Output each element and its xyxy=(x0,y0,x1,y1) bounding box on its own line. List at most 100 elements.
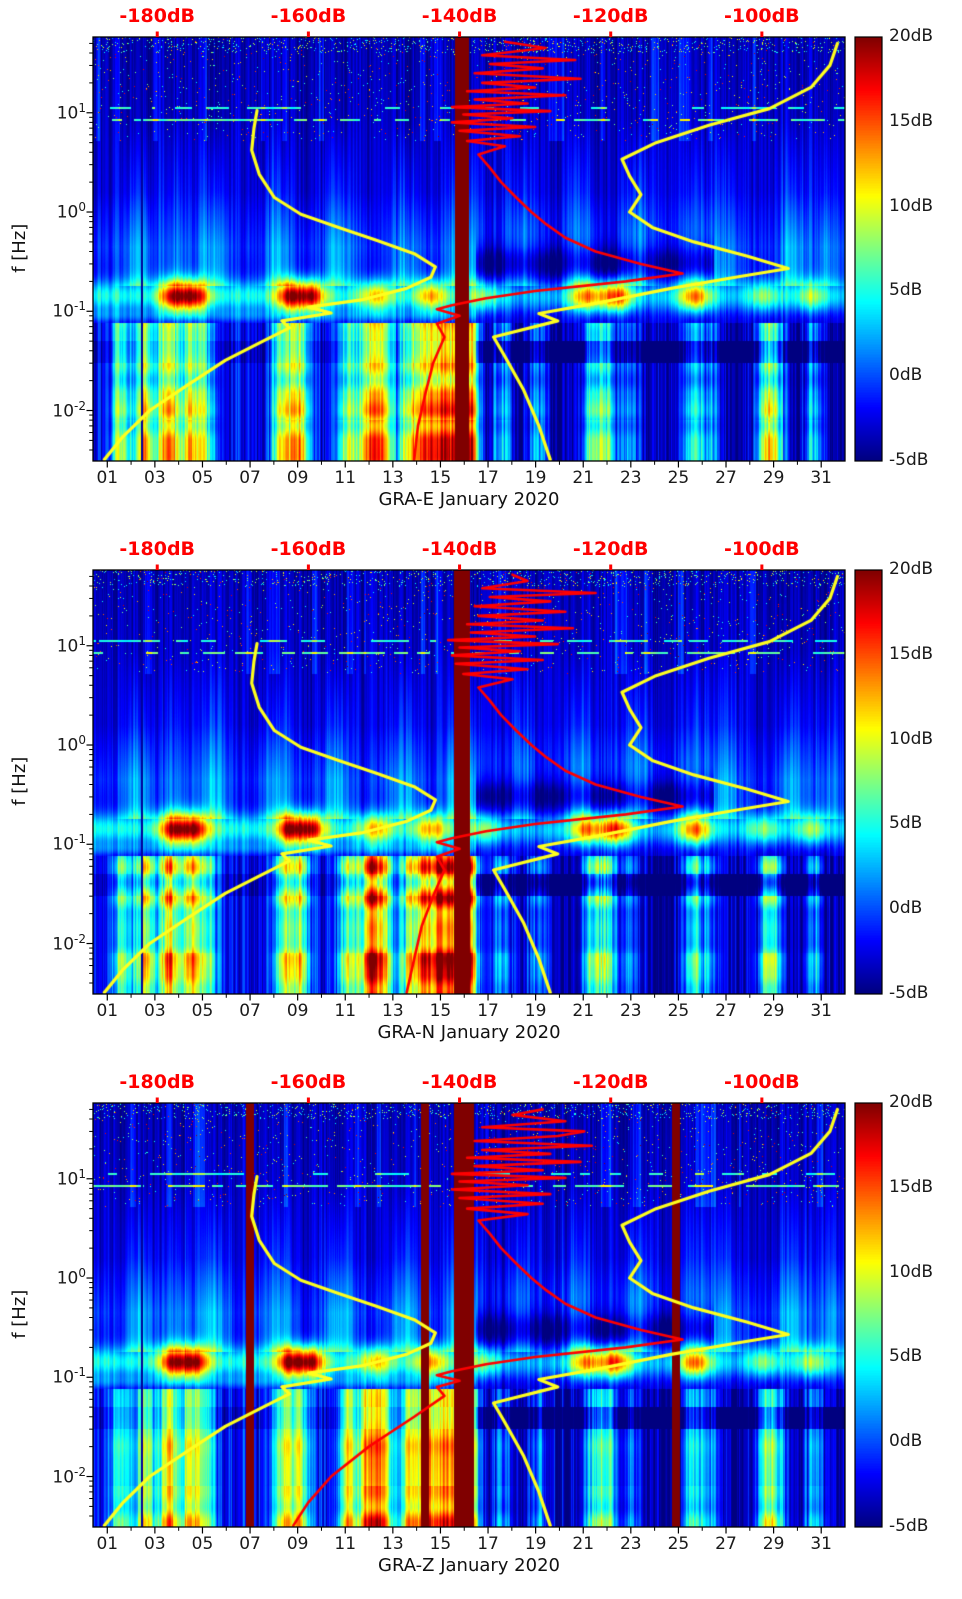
colorbar-tick-label: 10dB xyxy=(889,1261,934,1282)
y-tick-base: 10 xyxy=(56,735,79,756)
colorbar-tick-label: 15dB xyxy=(889,110,934,131)
y-tick-exponent: -2 xyxy=(74,931,86,946)
x-axis-title: GRA-N January 2020 xyxy=(377,1022,561,1043)
top-db-label: -100dB xyxy=(724,538,800,560)
x-tick-label: 11 xyxy=(334,1001,357,1021)
x-tick-label: 03 xyxy=(144,468,166,488)
colorbar-tick-label: 20dB xyxy=(889,26,934,46)
y-tick-exponent: 1 xyxy=(78,100,86,115)
x-tick-label: 01 xyxy=(96,1001,119,1021)
x-tick-label: 25 xyxy=(667,468,690,488)
y-tick-base: 10 xyxy=(56,1169,79,1190)
colorbar-tick-label: 0dB xyxy=(889,365,923,386)
top-db-label: -160dB xyxy=(270,5,347,27)
colorbar-tick-label: -5dB xyxy=(889,1516,929,1536)
colorbar-tick-label: 5dB xyxy=(889,280,923,301)
x-tick-label: 27 xyxy=(715,1001,737,1021)
axes-frame xyxy=(86,31,883,468)
colorbar-tick-label: 20dB xyxy=(889,1092,934,1112)
y-axis-label: f [Hz] xyxy=(8,223,30,273)
y-tick-base: 10 xyxy=(56,1268,79,1289)
x-tick-label: 19 xyxy=(524,468,547,488)
x-tick-label: 17 xyxy=(477,1001,499,1021)
y-tick-base: 10 xyxy=(52,934,75,955)
x-tick-label: 27 xyxy=(715,1534,737,1554)
x-tick-label: 09 xyxy=(286,1534,309,1554)
y-tick-base: 10 xyxy=(52,1367,75,1388)
x-tick-label: 17 xyxy=(477,1534,499,1554)
x-tick-label: 31 xyxy=(810,468,832,488)
x-tick-label: 13 xyxy=(382,1001,404,1021)
y-tick-exponent: -2 xyxy=(74,1464,86,1479)
x-tick-label: 03 xyxy=(144,1001,166,1021)
colorbar-tick-label: 10dB xyxy=(889,195,934,216)
x-tick-label: 29 xyxy=(762,1001,785,1021)
x-tick-label: 23 xyxy=(619,468,642,488)
colorbar-tick-label: 10dB xyxy=(889,728,934,749)
x-tick-label: 07 xyxy=(239,1001,261,1021)
x-tick-label: 15 xyxy=(429,1001,452,1021)
y-tick-exponent: 1 xyxy=(78,1166,86,1181)
x-tick-label: 31 xyxy=(810,1001,832,1021)
colorbar-tick-label: -5dB xyxy=(889,450,929,470)
colorbar-tick-label: 5dB xyxy=(889,1346,923,1367)
x-tick-label: 21 xyxy=(572,1001,595,1021)
top-db-label: -180dB xyxy=(119,5,196,27)
y-tick-exponent: 0 xyxy=(78,733,86,748)
colorbar xyxy=(855,570,882,994)
y-tick-base: 10 xyxy=(52,301,75,322)
y-tick-base: 10 xyxy=(52,1467,75,1488)
x-tick-label: 15 xyxy=(429,1534,452,1554)
y-tick-label: 10-1 xyxy=(36,299,86,323)
colorbar-tick-label: 0dB xyxy=(889,1431,923,1452)
y-tick-label: 101 xyxy=(36,634,86,658)
colorbar-tick-label: 15dB xyxy=(889,643,934,664)
x-tick-label: 07 xyxy=(239,468,261,488)
x-tick-label: 17 xyxy=(477,468,499,488)
x-tick-label: 29 xyxy=(762,468,785,488)
spectrogram-heatmap xyxy=(93,37,845,461)
x-tick-label: 13 xyxy=(382,468,404,488)
x-tick-label: 09 xyxy=(286,468,309,488)
x-tick-label: 09 xyxy=(286,1001,309,1021)
y-tick-exponent: -1 xyxy=(74,832,86,847)
x-tick-label: 05 xyxy=(191,1001,214,1021)
x-tick-label: 29 xyxy=(762,1534,785,1554)
y-tick-base: 10 xyxy=(56,636,79,657)
colorbar-tick-label: 20dB xyxy=(889,559,934,579)
x-tick-label: 31 xyxy=(810,1534,832,1554)
x-tick-label: 19 xyxy=(524,1001,547,1021)
x-tick-label: 19 xyxy=(524,1534,547,1554)
spectrogram-panel: f [Hz] GRA-Z January 2020 -180dB -160dB -1… xyxy=(0,1066,962,1599)
top-db-label: -120dB xyxy=(572,1071,649,1093)
top-db-label: -100dB xyxy=(724,1071,800,1093)
x-axis-title: GRA-E January 2020 xyxy=(378,489,560,510)
x-tick-label: 01 xyxy=(96,468,119,488)
x-tick-label: 01 xyxy=(96,1534,119,1554)
x-tick-label: 23 xyxy=(619,1534,642,1554)
colorbar-tick-label: 5dB xyxy=(889,813,923,834)
y-tick-exponent: -1 xyxy=(74,299,86,314)
y-tick-label: 10-2 xyxy=(36,1465,86,1489)
x-tick-label: 13 xyxy=(382,1534,404,1554)
colorbar xyxy=(855,1103,882,1527)
colorbar xyxy=(855,37,882,461)
x-tick-label: 21 xyxy=(572,1534,595,1554)
y-axis-label: f [Hz] xyxy=(8,756,30,806)
y-tick-label: 10-1 xyxy=(36,1365,86,1389)
x-tick-label: 25 xyxy=(667,1534,690,1554)
spectrogram-heatmap xyxy=(93,1103,845,1527)
y-tick-label: 10-2 xyxy=(36,399,86,423)
y-tick-exponent: -2 xyxy=(74,398,86,413)
y-tick-base: 10 xyxy=(56,103,79,124)
y-tick-base: 10 xyxy=(52,834,75,855)
spectrogram-heatmap xyxy=(93,570,845,994)
y-tick-exponent: -1 xyxy=(74,1365,86,1380)
spectrogram-panel: f [Hz] GRA-N January 2020 -180dB -160dB -1… xyxy=(0,533,962,1066)
y-tick-label: 100 xyxy=(36,1266,86,1290)
top-db-label: -140dB xyxy=(421,1071,498,1093)
axes-frame xyxy=(86,564,883,1001)
top-db-label: -180dB xyxy=(119,1071,196,1093)
y-tick-base: 10 xyxy=(56,202,79,223)
spectrogram-panel: f [Hz] GRA-E January 2020 -180dB -160dB -1… xyxy=(0,0,962,533)
